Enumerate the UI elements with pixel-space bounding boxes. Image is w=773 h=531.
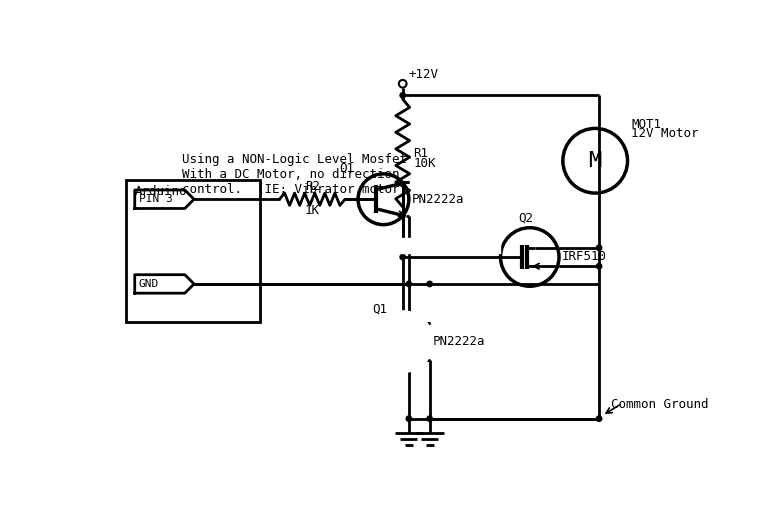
Circle shape bbox=[400, 92, 405, 98]
Text: PN2222a: PN2222a bbox=[433, 335, 485, 348]
Text: Using a NON-Logic Level Mosfet
With a DC Motor, no direction
control.  (IE; Vibr: Using a NON-Logic Level Mosfet With a DC… bbox=[182, 153, 407, 196]
Text: Q2: Q2 bbox=[518, 212, 533, 225]
Circle shape bbox=[400, 243, 405, 248]
Text: Arduino: Arduino bbox=[135, 185, 187, 198]
Bar bbox=[125, 180, 261, 322]
Circle shape bbox=[427, 416, 432, 422]
Text: R1: R1 bbox=[414, 147, 428, 159]
Text: IRF510: IRF510 bbox=[562, 251, 607, 263]
Text: 10K: 10K bbox=[414, 157, 436, 170]
Circle shape bbox=[406, 416, 411, 422]
Text: Common Ground: Common Ground bbox=[611, 398, 708, 412]
Text: GND: GND bbox=[138, 279, 158, 289]
Circle shape bbox=[596, 245, 601, 251]
Text: +12V: +12V bbox=[409, 68, 439, 81]
Circle shape bbox=[596, 416, 601, 422]
Text: M: M bbox=[588, 151, 602, 171]
Text: 12V Motor: 12V Motor bbox=[632, 127, 699, 140]
Circle shape bbox=[406, 281, 411, 287]
Bar bbox=[399, 238, 500, 253]
Text: MOT1: MOT1 bbox=[632, 118, 662, 131]
Text: PIN 3: PIN 3 bbox=[138, 194, 172, 204]
Text: Q1: Q1 bbox=[339, 161, 354, 174]
Text: Q1: Q1 bbox=[372, 302, 387, 315]
Circle shape bbox=[372, 311, 434, 372]
Text: 1K: 1K bbox=[305, 203, 320, 217]
Circle shape bbox=[427, 281, 432, 287]
Text: R2: R2 bbox=[305, 181, 320, 193]
Circle shape bbox=[596, 263, 601, 269]
Text: PN2222a: PN2222a bbox=[412, 193, 465, 205]
Circle shape bbox=[400, 254, 405, 260]
